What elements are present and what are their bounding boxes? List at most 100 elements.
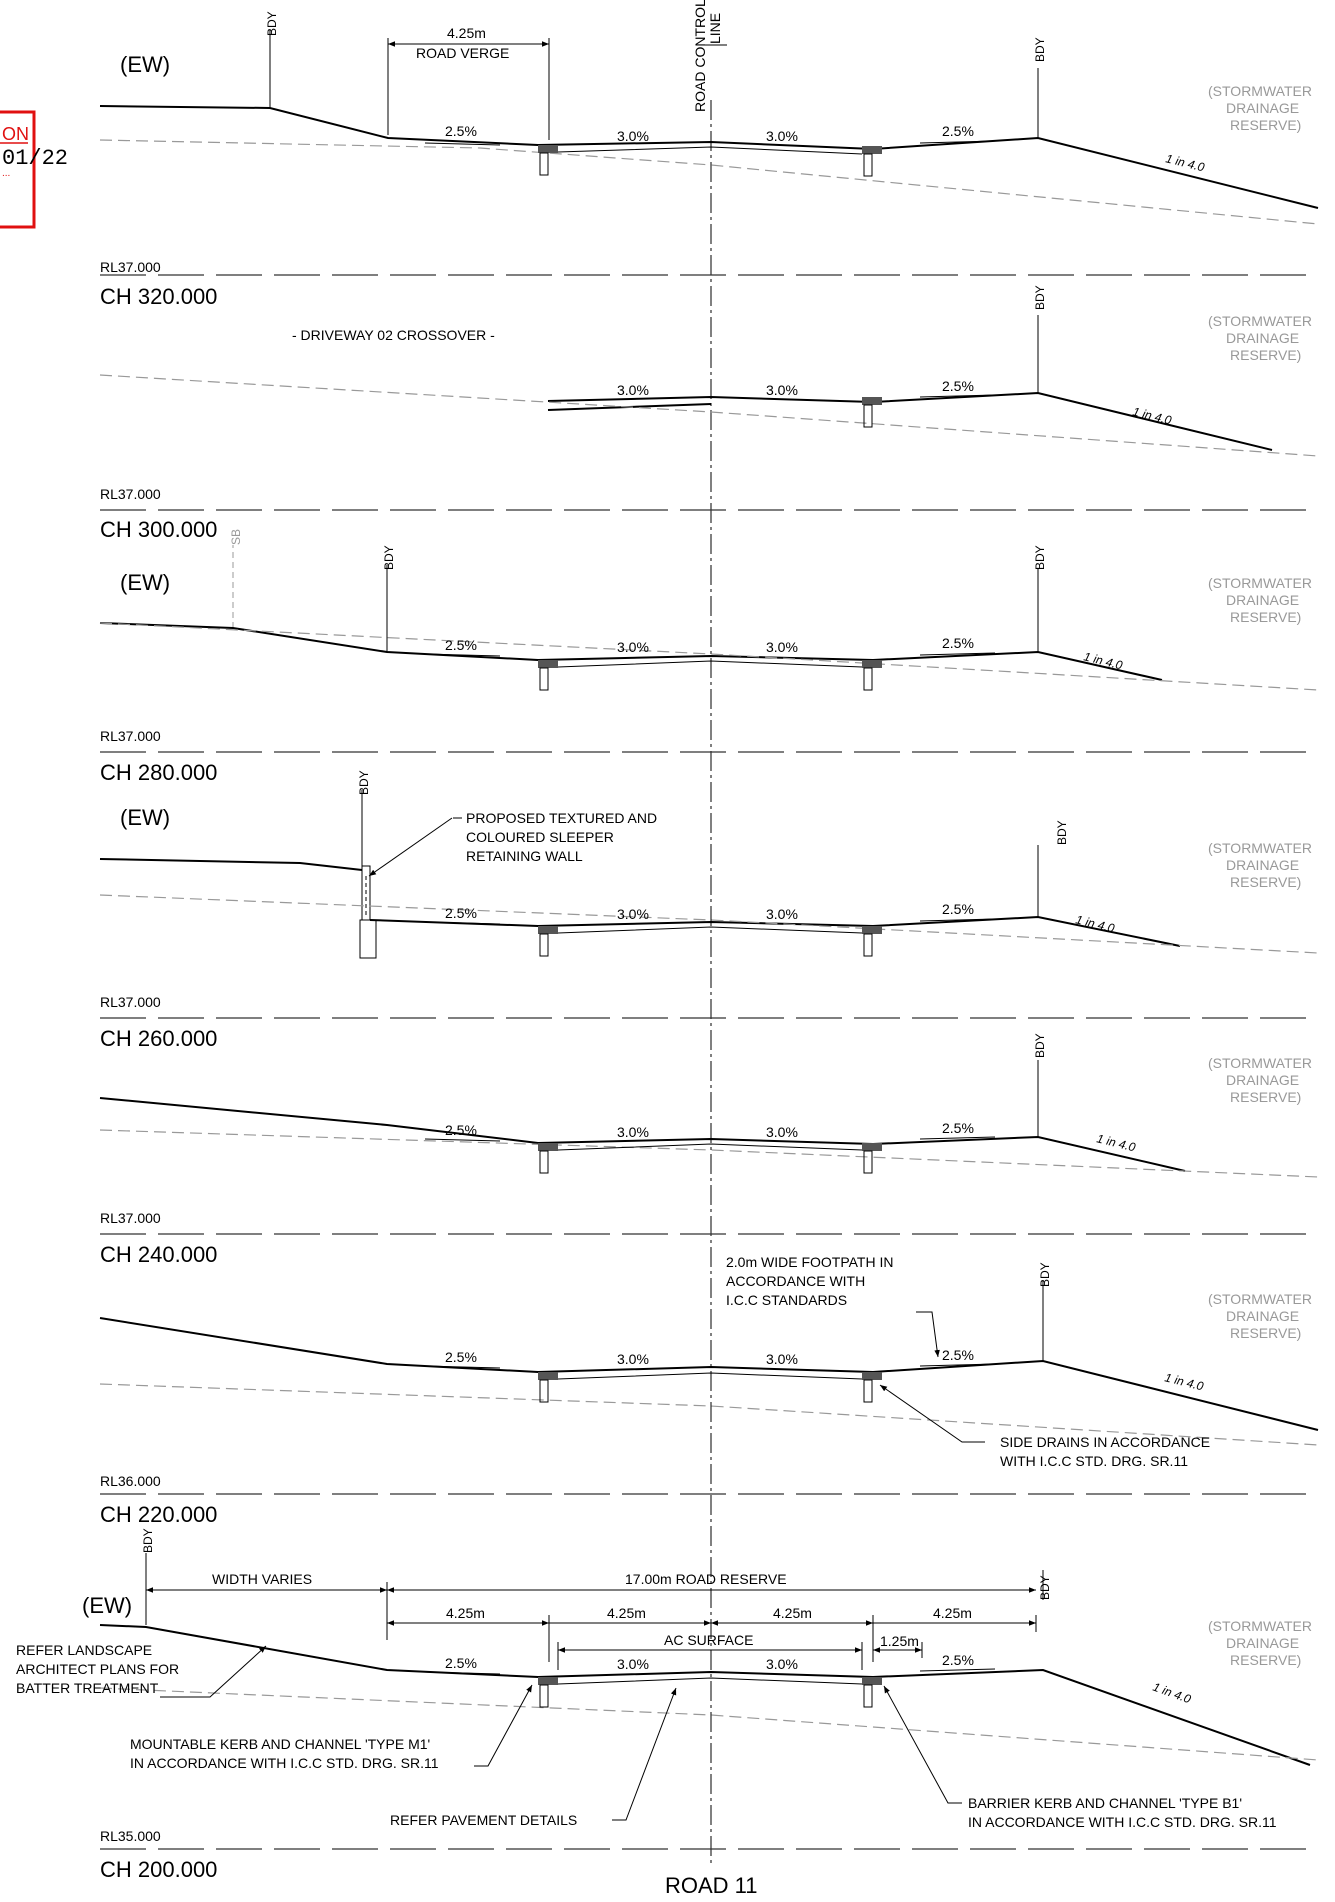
reserve-label: RESERVE) — [1230, 1325, 1301, 1341]
section-ch300: - DRIVEWAY 02 CROSSOVER - BDY 3.0% 3.0% … — [99, 285, 1319, 542]
bdy-label: BDY — [382, 545, 396, 570]
bdy-label: BDY — [1055, 820, 1069, 845]
reserve-label: RESERVE) — [1230, 1652, 1301, 1668]
verge-label: ROAD VERGE — [416, 45, 509, 61]
ew-label: (EW) — [82, 1593, 132, 1618]
verge-grade: 2.5% — [942, 378, 974, 394]
road-reserve-dim: 17.00m ROAD RESERVE — [625, 1571, 787, 1587]
reserve-label: RESERVE) — [1230, 874, 1301, 890]
verge-grade: 2.5% — [942, 1652, 974, 1668]
reserve-label: (STORMWATER — [1208, 575, 1312, 591]
verge-dim: 4.25m — [447, 25, 486, 41]
drawing-title: ROAD 11 — [665, 1873, 758, 1898]
chainage-label: CH 200.000 — [100, 1857, 217, 1882]
datum-label: RL37.000 — [100, 486, 161, 502]
reserve-label: DRAINAGE — [1226, 1072, 1299, 1088]
drains-note: SIDE DRAINS IN ACCORDANCE — [1000, 1434, 1210, 1450]
verge-grade: 2.5% — [942, 635, 974, 651]
road-grade: 3.0% — [617, 639, 649, 655]
dim-verge-right: 4.25m — [933, 1605, 972, 1621]
pavement-note: REFER PAVEMENT DETAILS — [390, 1812, 577, 1828]
bdy-label: BDY — [1033, 285, 1047, 310]
road-grade: 3.0% — [766, 1124, 798, 1140]
footpath-note: ACCORDANCE WITH — [726, 1273, 865, 1289]
reserve-label: (STORMWATER — [1208, 840, 1312, 856]
road-grade: 3.0% — [617, 1351, 649, 1367]
road-grade: 3.0% — [766, 1351, 798, 1367]
reserve-label: DRAINAGE — [1226, 330, 1299, 346]
dim-lane-right: 4.25m — [773, 1605, 812, 1621]
section-ch220: 2.0m WIDE FOOTPATH IN ACCORDANCE WITH I.… — [99, 1254, 1319, 1527]
landscape-note: REFER LANDSCAPE — [16, 1642, 152, 1658]
datum-label: RL37.000 — [100, 1210, 161, 1226]
ew-label: (EW) — [120, 52, 170, 77]
stamp-top-text: ON — [2, 124, 29, 144]
sb-label: SB — [229, 529, 243, 545]
reserve-label: RESERVE) — [1230, 347, 1301, 363]
m1-note: MOUNTABLE KERB AND CHANNEL 'TYPE M1' — [130, 1736, 430, 1752]
ac-surface-label: AC SURFACE — [664, 1632, 753, 1648]
kerb-dim: 1.25m — [880, 1633, 919, 1649]
datum-label: RL37.000 — [100, 994, 161, 1010]
datum-label: RL35.000 — [100, 1828, 161, 1844]
bdy-label: BDY — [1033, 37, 1047, 62]
reserve-label: DRAINAGE — [1226, 1308, 1299, 1324]
reserve-label: DRAINAGE — [1226, 592, 1299, 608]
bdy-label: BDY — [1033, 1033, 1047, 1058]
road-grade: 3.0% — [766, 1656, 798, 1672]
reserve-label: RESERVE) — [1230, 1089, 1301, 1105]
datum-label: RL37.000 — [100, 728, 161, 744]
b1-note: IN ACCORDANCE WITH I.C.C STD. DRG. SR.11 — [968, 1814, 1277, 1830]
centreline-label-2: LINE — [707, 13, 723, 44]
road-grade: 3.0% — [617, 1656, 649, 1672]
bdy-label: BDY — [265, 11, 279, 36]
section-ch260: (EW) BDY BDY PROPOSED TEXTURED AND COLOU… — [99, 770, 1319, 1051]
b1-note: BARRIER KERB AND CHANNEL 'TYPE B1' — [968, 1795, 1242, 1811]
section-ch240: BDY 2.5% 3.0% 3.0% 2.5% 1 in 4.0 (STORMW… — [99, 1033, 1319, 1267]
dim-lane-left: 4.25m — [607, 1605, 646, 1621]
approval-stamp: ON 01/22 ... — [0, 110, 68, 229]
wall-note: PROPOSED TEXTURED AND — [466, 810, 657, 826]
chainage-label: CH 220.000 — [100, 1502, 217, 1527]
bdy-label: BDY — [357, 770, 371, 795]
verge-grade: 2.5% — [942, 1347, 974, 1363]
width-varies: WIDTH VARIES — [212, 1571, 312, 1587]
road-grade: 3.0% — [617, 906, 649, 922]
road-grade: 3.0% — [617, 1124, 649, 1140]
batter-label: 1 in 4.0 — [1163, 1370, 1205, 1393]
batter-label: 1 in 4.0 — [1131, 404, 1173, 427]
driveway-note: - DRIVEWAY 02 CROSSOVER - — [292, 327, 495, 343]
landscape-note: BATTER TREATMENT — [16, 1680, 159, 1696]
batter-label: 1 in 4.0 — [1151, 1680, 1193, 1707]
footpath-note: I.C.C STANDARDS — [726, 1292, 847, 1308]
verge-grade: 2.5% — [445, 1655, 477, 1671]
drains-note: WITH I.C.C STD. DRG. SR.11 — [1000, 1453, 1188, 1469]
reserve-label: (STORMWATER — [1208, 83, 1312, 99]
section-ch280: SB (EW) BDY BDY 2.5% 3.0% 3.0% 2.5% 1 in… — [99, 529, 1319, 785]
road-grade: 3.0% — [766, 382, 798, 398]
ew-label: (EW) — [120, 805, 170, 830]
dim-verge-left: 4.25m — [446, 1605, 485, 1621]
bdy-label: BDY — [141, 1528, 155, 1553]
verge-grade: 2.5% — [445, 1122, 477, 1138]
wall-note: RETAINING WALL — [466, 848, 583, 864]
bdy-label: BDY — [1033, 545, 1047, 570]
section-ch200: (EW) BDY BDY WIDTH VARIES 17.00m ROAD RE… — [16, 1528, 1319, 1882]
stamp-date: 01/22 — [2, 146, 68, 171]
chainage-label: CH 260.000 — [100, 1026, 217, 1051]
landscape-note: ARCHITECT PLANS FOR — [16, 1661, 179, 1677]
wall-note: COLOURED SLEEPER — [466, 829, 614, 845]
road-control-line: ROAD CONTROL LINE ROAD 11 — [665, 0, 758, 1898]
batter-label: 1 in 4.0 — [1074, 912, 1116, 935]
road-grade: 3.0% — [617, 128, 649, 144]
reserve-label: (STORMWATER — [1208, 313, 1312, 329]
verge-grade: 2.5% — [942, 123, 974, 139]
section-ch320: (EW) BDY BDY 4.25m ROAD VERGE 2.5% 3.0% … — [99, 11, 1319, 309]
verge-grade: 2.5% — [445, 637, 477, 653]
reserve-label: RESERVE) — [1230, 117, 1301, 133]
road-grade: 3.0% — [617, 382, 649, 398]
reserve-label: DRAINAGE — [1226, 100, 1299, 116]
verge-grade: 2.5% — [942, 901, 974, 917]
reserve-label: RESERVE) — [1230, 609, 1301, 625]
